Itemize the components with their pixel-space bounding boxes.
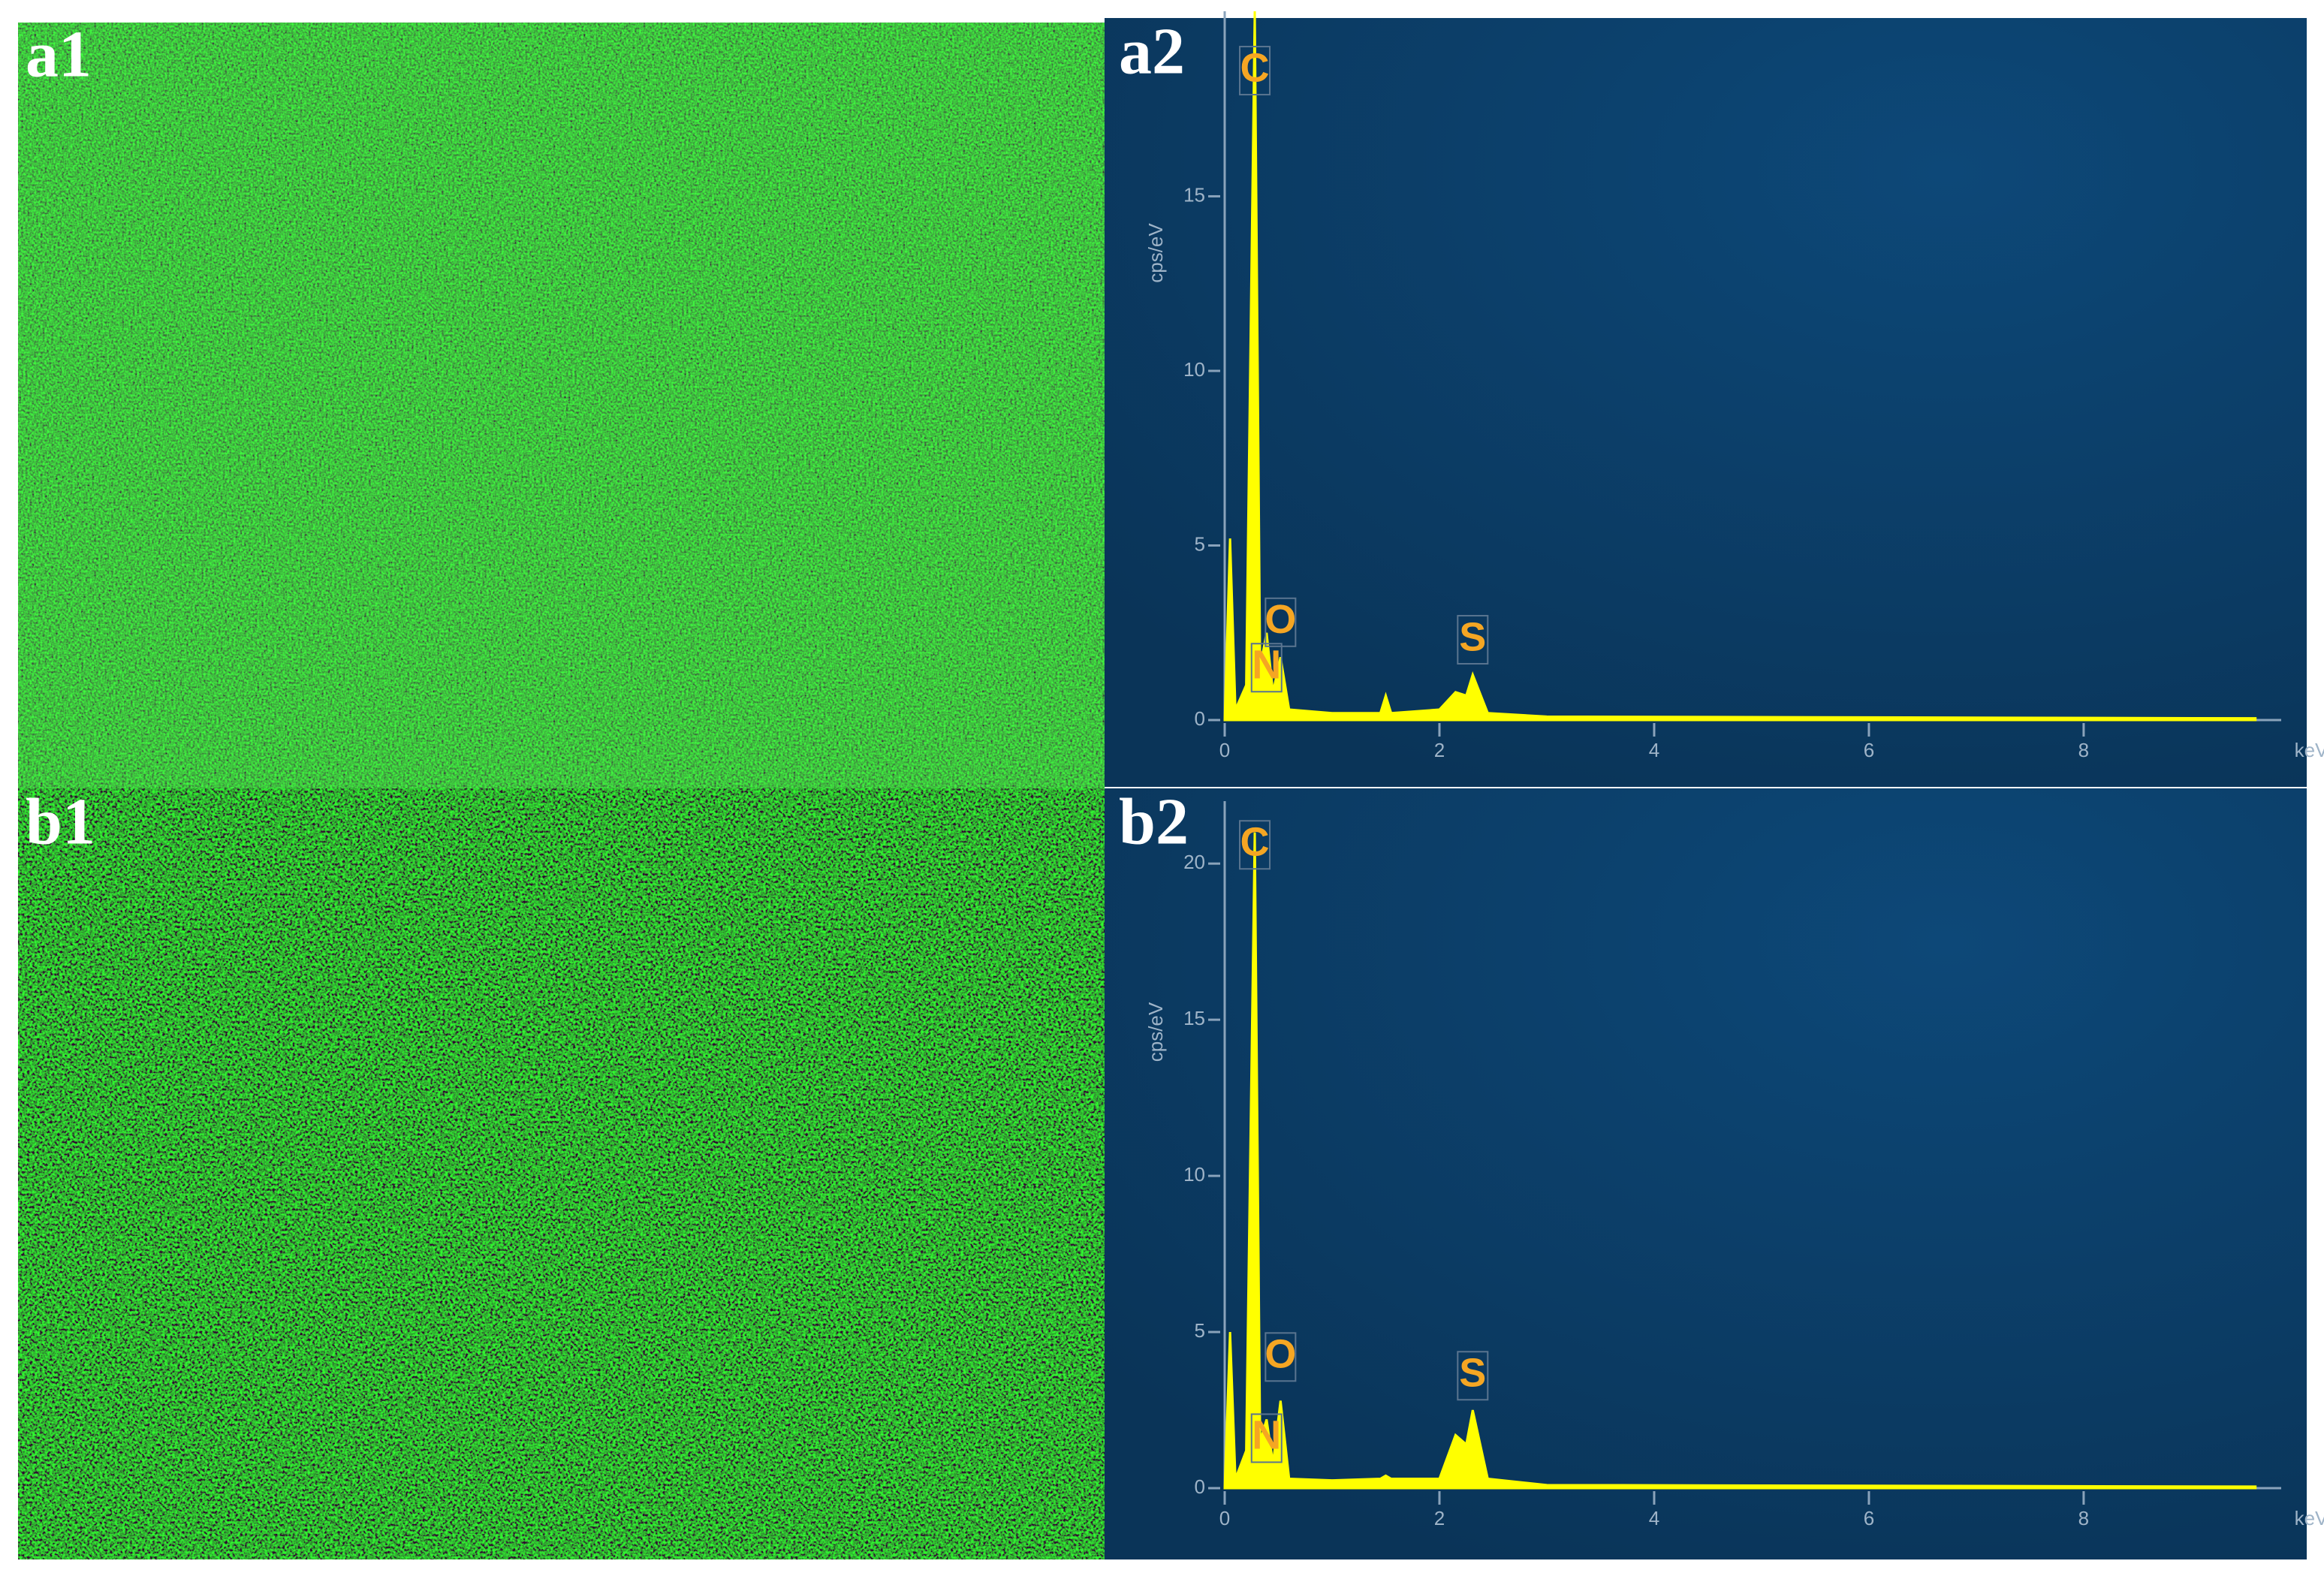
peak-label: S <box>1459 1351 1486 1396</box>
spectrum <box>1223 11 2257 722</box>
x-tick-label: 8 <box>2078 739 2089 761</box>
x-tick-label: 6 <box>1864 739 1874 761</box>
x-tick-label: 6 <box>1864 1507 1874 1529</box>
x-tick-label: 0 <box>1219 739 1230 761</box>
peak-label: O <box>1264 1332 1296 1377</box>
peak-box <box>1239 46 1271 96</box>
peak-box <box>1250 643 1283 693</box>
y-tick-label: 15 <box>1183 1007 1205 1029</box>
peak-label: N <box>1252 1413 1281 1458</box>
y-tick-label: 0 <box>1195 707 1205 730</box>
map-a1-texture <box>18 23 1105 788</box>
x-tick-label: 0 <box>1219 1507 1230 1529</box>
peak-box <box>1250 1413 1283 1463</box>
y-tick-label: 20 <box>1183 851 1205 873</box>
peak-box <box>1264 597 1297 647</box>
panel-label: a1 <box>26 19 92 92</box>
y-tick-label: 10 <box>1183 358 1205 381</box>
x-tick-label: 4 <box>1649 1507 1659 1529</box>
y-axis-label: cps/eV <box>1144 223 1167 283</box>
spectrum <box>1223 832 2257 1490</box>
panel-label: a2 <box>1119 16 1185 89</box>
peak-box <box>1457 615 1489 665</box>
x-tick-label: 4 <box>1649 739 1659 761</box>
x-axis-label: keV <box>2295 739 2324 761</box>
peak-label: C <box>1240 45 1270 90</box>
x-axis-label: keV <box>2295 1507 2324 1529</box>
peak-box <box>1239 820 1271 870</box>
y-tick-label: 5 <box>1195 1319 1205 1342</box>
peak-label: N <box>1252 643 1281 688</box>
x-tick-label: 2 <box>1434 1507 1445 1529</box>
y-tick-label: 5 <box>1195 532 1205 555</box>
map-b1-texture <box>18 788 1105 1559</box>
spectrum-bg-b2 <box>1105 788 2307 1559</box>
panel-label: b1 <box>26 786 95 859</box>
x-tick-label: 2 <box>1434 739 1445 761</box>
x-tick-label: 8 <box>2078 1507 2089 1529</box>
y-tick-label: 10 <box>1183 1163 1205 1186</box>
y-tick-label: 0 <box>1195 1475 1205 1498</box>
y-axis-label: cps/eV <box>1144 1002 1167 1062</box>
panel-label: b2 <box>1119 786 1189 859</box>
peak-label: S <box>1459 614 1486 659</box>
peak-box <box>1264 1332 1297 1382</box>
peak-box <box>1457 1351 1489 1401</box>
spectrum-bg-a2 <box>1105 18 2307 787</box>
peak-label: C <box>1240 819 1270 864</box>
peak-label: O <box>1264 597 1296 642</box>
y-tick-label: 15 <box>1183 183 1205 206</box>
